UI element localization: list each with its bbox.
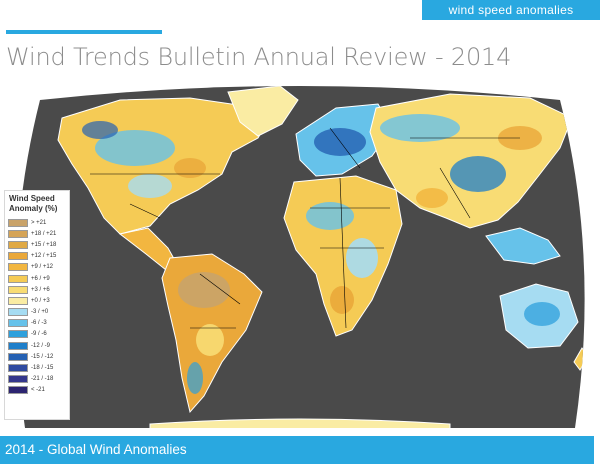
- page-title: Wind Trends Bulletin Annual Review - 201…: [6, 43, 512, 71]
- world-map: [0, 78, 600, 430]
- legend-item: < -21: [8, 385, 66, 396]
- legend-swatch: [8, 308, 28, 317]
- legend-label: +9 / +12: [31, 264, 54, 271]
- legend-swatch: [8, 252, 28, 261]
- europe-anomaly: [314, 128, 366, 156]
- legend-label: > +21: [31, 219, 47, 226]
- legend-label: +3 / +6: [31, 286, 50, 293]
- landmass-greenland: [227, 86, 299, 137]
- legend-item: +6 / +9: [8, 273, 66, 284]
- legend-swatch: [8, 274, 28, 283]
- legend-rows: > +21 +18 / +21 +15 / +18 +12 / +15 +9 / +12…: [8, 217, 66, 396]
- asia-anomaly: [416, 188, 448, 208]
- legend-label: -6 / -3: [31, 320, 47, 327]
- legend-label: -18 / -15: [31, 365, 54, 372]
- legend-swatch: [8, 296, 28, 305]
- legend-label: -21 / -18: [31, 376, 54, 383]
- map-legend: Wind Speed Anomaly (%) > +21 +18 / +21 +15…: [4, 190, 70, 420]
- footer-bar: 2014 - Global Wind Anomalies: [0, 436, 594, 464]
- africa-anomaly: [346, 238, 378, 278]
- south-america-anomaly: [187, 362, 203, 394]
- legend-swatch: [8, 218, 28, 227]
- legend-label: -15 / -12: [31, 353, 54, 360]
- legend-swatch: [8, 263, 28, 272]
- legend-label: +15 / +18: [31, 241, 57, 248]
- legend-item: +0 / +3: [8, 295, 66, 306]
- legend-item: +15 / +18: [8, 239, 66, 250]
- asia-anomaly: [380, 114, 460, 142]
- legend-label: -9 / -6: [31, 331, 47, 338]
- legend-item: -15 / -12: [8, 351, 66, 362]
- topic-tag: wind speed anomalies: [422, 0, 600, 20]
- landmass-antarctica: [149, 418, 451, 428]
- asia-anomaly: [450, 156, 506, 192]
- legend-label: +0 / +3: [31, 297, 50, 304]
- legend-item: -9 / -6: [8, 329, 66, 340]
- north-america-anomaly: [82, 121, 118, 139]
- country-borders: [90, 127, 520, 329]
- south-america-anomaly: [178, 272, 230, 308]
- legend-label: -3 / +0: [31, 309, 49, 316]
- top-accent-bar: [6, 30, 162, 34]
- legend-title: Wind Speed Anomaly (%): [8, 194, 66, 214]
- legend-item: -6 / -3: [8, 318, 66, 329]
- legend-swatch: [8, 341, 28, 350]
- legend-label: +12 / +15: [31, 253, 57, 260]
- legend-item: +3 / +6: [8, 284, 66, 295]
- legend-item: -21 / -18: [8, 374, 66, 385]
- legend-swatch: [8, 352, 28, 361]
- legend-swatch: [8, 319, 28, 328]
- north-america-anomaly: [128, 174, 172, 198]
- landmass-southeast-asia: [485, 227, 561, 265]
- legend-label: +6 / +9: [31, 275, 50, 282]
- legend-swatch: [8, 240, 28, 249]
- australia-anomaly: [524, 302, 560, 326]
- legend-item: +9 / +12: [8, 262, 66, 273]
- legend-title-line1: Wind Speed: [9, 194, 55, 203]
- legend-label: +18 / +21: [31, 230, 57, 237]
- legend-swatch: [8, 386, 28, 395]
- north-america-anomaly: [174, 158, 206, 178]
- africa-anomaly: [330, 286, 354, 314]
- legend-item: -18 / -15: [8, 362, 66, 373]
- north-america-anomaly: [95, 130, 175, 166]
- south-america-anomaly: [196, 324, 224, 356]
- legend-title-line2: Anomaly (%): [9, 204, 58, 213]
- legend-swatch: [8, 375, 28, 384]
- legend-swatch: [8, 285, 28, 294]
- legend-label: -12 / -9: [31, 342, 51, 349]
- legend-swatch: [8, 364, 28, 373]
- legend-item: -12 / -9: [8, 340, 66, 351]
- legend-item: > +21: [8, 217, 66, 228]
- legend-item: +18 / +21: [8, 228, 66, 239]
- world-map-svg: [15, 86, 585, 428]
- footer-caption: 2014 - Global Wind Anomalies: [5, 442, 187, 457]
- legend-item: +12 / +15: [8, 251, 66, 262]
- legend-item: -3 / +0: [8, 307, 66, 318]
- legend-label: < -21: [31, 387, 45, 394]
- legend-swatch: [8, 229, 28, 238]
- legend-swatch: [8, 330, 28, 339]
- africa-anomaly: [306, 202, 354, 230]
